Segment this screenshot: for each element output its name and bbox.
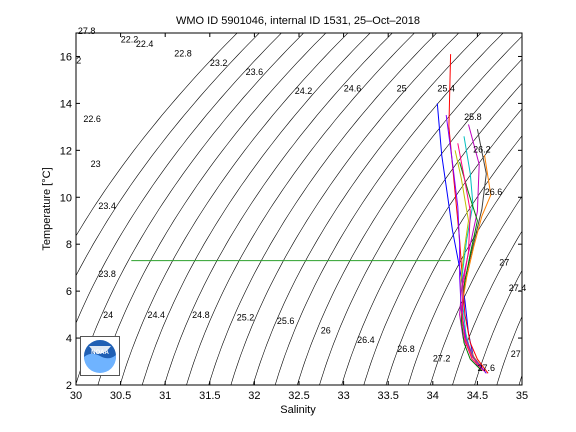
isopycnal-line	[230, 33, 460, 385]
isopycnal-line	[164, 33, 393, 385]
contour-label: 25.4	[437, 84, 455, 94]
isopycnal-line	[296, 35, 522, 385]
contour-label: 27.2	[433, 354, 451, 364]
contour-label: 26	[321, 325, 331, 335]
isopycnal-line	[429, 195, 522, 385]
profile-line	[454, 150, 484, 369]
contour-label: 24.4	[148, 310, 166, 320]
y-tick-label: 16	[60, 51, 72, 63]
contour-label: 25.8	[464, 112, 482, 122]
noaa-logo: NOAA	[80, 336, 120, 376]
contour-label: 24.2	[295, 86, 313, 96]
profile-line	[457, 143, 484, 372]
chart-title: WMO ID 5901046, internal ID 1531, 25–Oct…	[176, 15, 420, 27]
contour-labels: 27.8 22.222.4 2 22.8 23.2 23.6 24.2 24.6 25 25.4 2…	[76, 26, 526, 373]
isopycnal-line	[76, 33, 282, 324]
contour-label: 27.4	[509, 283, 527, 293]
x-tick-label: 32	[248, 390, 260, 402]
profiles	[131, 54, 492, 374]
x-tick-label: 33.5	[377, 390, 398, 402]
isopycnal-line	[363, 108, 522, 385]
isopycnal-line	[319, 58, 522, 385]
contour-label: 22.8	[174, 49, 192, 59]
contour-label: 2	[76, 56, 81, 66]
density-contours	[76, 33, 522, 385]
noaa-emblem-icon: NOAA	[84, 340, 116, 373]
isopycnal-line	[186, 33, 415, 385]
x-tick-label: 35	[516, 390, 528, 402]
isopycnal-line	[97, 33, 327, 385]
contour-label: 25.2	[237, 313, 255, 323]
y-tick-label: 6	[66, 286, 72, 298]
y-tick-label: 10	[60, 192, 72, 204]
x-tick-label: 30.5	[110, 390, 131, 402]
contour-label: 27	[499, 257, 509, 267]
contour-label: 22.2	[121, 34, 139, 44]
x-axis: 30 30.5 31 31.5 32 32.5 33 33.5 34 34.5 35	[70, 33, 528, 402]
y-tick-label: 4	[66, 333, 72, 345]
isopycnal-line	[452, 230, 522, 385]
isopycnal-line	[407, 164, 522, 385]
x-tick-label: 33	[337, 390, 349, 402]
contour-label: 23	[91, 159, 101, 169]
contour-label: 26.2	[473, 145, 491, 155]
contour-label: 23.6	[246, 67, 264, 77]
isopycnal-line	[119, 33, 349, 385]
contour-label: 25.6	[277, 316, 295, 326]
contour-label: 26.8	[397, 344, 415, 354]
contour-label: 27.6	[478, 363, 496, 373]
contour-label: 27.8	[78, 26, 96, 36]
isopycnal-line	[252, 33, 482, 385]
contour-label: 23.2	[210, 58, 228, 68]
y-tick-label: 2	[66, 380, 72, 392]
contour-label: 26.4	[357, 335, 375, 345]
profile-line	[459, 161, 483, 372]
contour-label: 22.6	[83, 114, 101, 124]
contour-label: 24	[103, 310, 113, 320]
y-axis-label: Temperature [°C]	[41, 167, 53, 250]
isopycnal-line	[496, 315, 522, 385]
y-tick-label: 8	[66, 239, 72, 251]
x-tick-label: 30	[70, 390, 82, 402]
contour-label: 23.4	[98, 201, 116, 211]
isopycnal-line	[76, 33, 238, 237]
x-tick-label: 32.5	[288, 390, 309, 402]
isopycnal-line	[76, 33, 305, 385]
contour-label: 26.6	[485, 187, 503, 197]
contour-label: 27	[511, 349, 521, 359]
x-tick-label: 34.5	[467, 390, 488, 402]
x-tick-label: 34	[427, 390, 439, 402]
contour-label: 24.8	[192, 310, 210, 320]
x-tick-label: 31.5	[199, 390, 220, 402]
isopycnal-line	[208, 33, 438, 385]
isopycnal-line	[474, 269, 522, 385]
profile-line	[445, 115, 487, 374]
profile-line	[460, 154, 492, 372]
isopycnal-line	[76, 33, 260, 277]
isopycnal-line	[274, 33, 504, 385]
x-tick-label: 31	[159, 390, 171, 402]
isopycnal-line	[141, 33, 371, 385]
contour-label: 22.4	[136, 39, 154, 49]
contour-label: 25	[397, 84, 407, 94]
contour-label: 23.8	[98, 269, 116, 279]
y-tick-label: 12	[60, 145, 72, 157]
y-tick-label: 14	[60, 98, 72, 110]
plot-area	[76, 33, 522, 385]
noaa-logo-text: NOAA	[91, 350, 109, 356]
x-axis-label: Salinity	[280, 404, 316, 416]
contour-label: 24.6	[344, 84, 362, 94]
